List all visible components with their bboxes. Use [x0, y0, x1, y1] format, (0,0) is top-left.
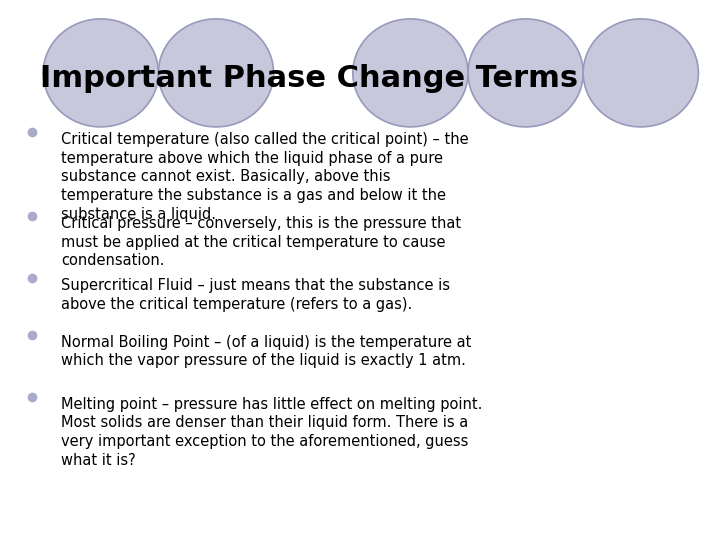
Ellipse shape [43, 19, 158, 127]
Text: Melting point – pressure has little effect on melting point.
Most solids are den: Melting point – pressure has little effe… [61, 397, 482, 468]
Ellipse shape [158, 19, 274, 127]
Text: Critical temperature (also called the critical point) – the
temperature above wh: Critical temperature (also called the cr… [61, 132, 469, 222]
Ellipse shape [353, 19, 468, 127]
Text: Supercritical Fluid – just means that the substance is
above the critical temper: Supercritical Fluid – just means that th… [61, 278, 450, 312]
Text: Normal Boiling Point – (of a liquid) is the temperature at
which the vapor press: Normal Boiling Point – (of a liquid) is … [61, 335, 472, 368]
Text: Critical pressure – conversely, this is the pressure that
must be applied at the: Critical pressure – conversely, this is … [61, 216, 462, 268]
Text: Important Phase Change Terms: Important Phase Change Terms [40, 64, 577, 93]
Ellipse shape [468, 19, 583, 127]
Ellipse shape [583, 19, 698, 127]
